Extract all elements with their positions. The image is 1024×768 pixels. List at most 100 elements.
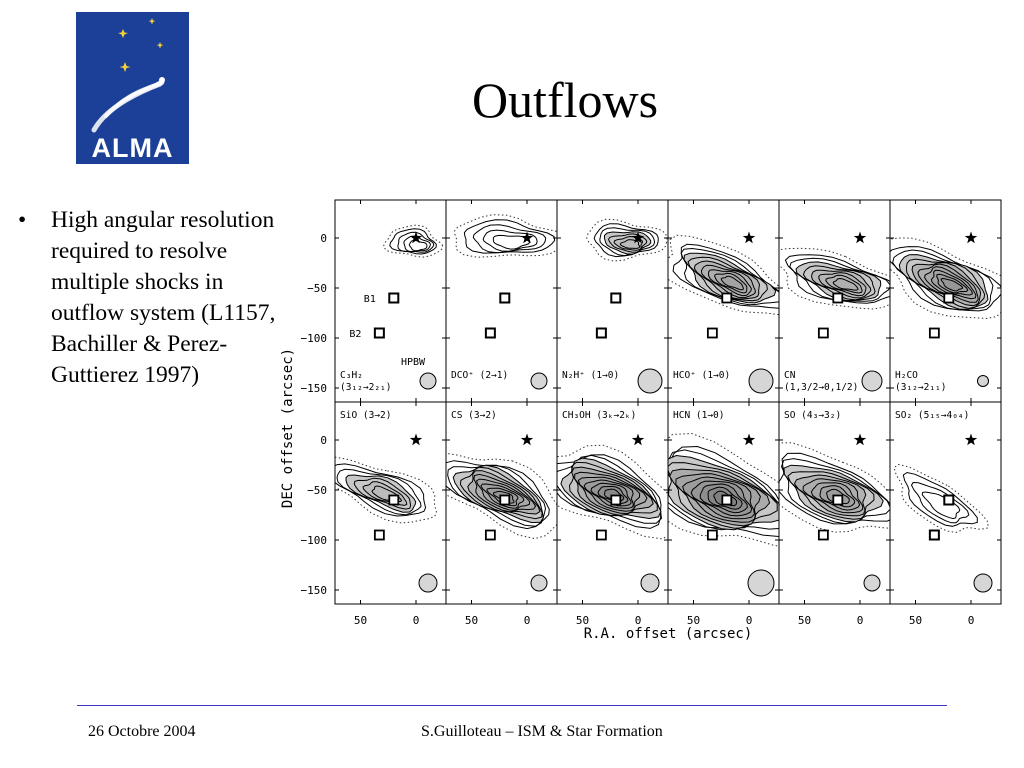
y-tick-label: −150 bbox=[301, 382, 328, 395]
shock-position-square bbox=[373, 327, 385, 339]
x-tick-label: 0 bbox=[857, 614, 864, 627]
x-tick-label: 0 bbox=[635, 614, 642, 627]
shock-position-square bbox=[484, 327, 496, 339]
panel-transition-label: (3₁₂→2₂₁) bbox=[340, 382, 391, 393]
shock-position-square bbox=[388, 495, 399, 505]
y-tick-label: 0 bbox=[320, 434, 327, 447]
beam-circle bbox=[861, 370, 883, 392]
x-tick-label: 50 bbox=[465, 614, 478, 627]
contour bbox=[459, 466, 543, 520]
source-label-b1: B1 bbox=[364, 294, 376, 305]
y-tick-label: −50 bbox=[307, 484, 327, 497]
beam-label: HPBW bbox=[401, 357, 426, 368]
map-panel: H₂CO (3₁₂→2₁₁) bbox=[889, 199, 1002, 403]
beam-circle bbox=[747, 569, 775, 597]
shock-position-square bbox=[818, 530, 829, 540]
shock-position-square bbox=[928, 529, 940, 541]
contour-dotted bbox=[890, 237, 1001, 319]
contour-dotted bbox=[453, 214, 557, 258]
contour bbox=[892, 249, 994, 311]
map-panel: N₂H⁺ (1→0) bbox=[556, 199, 669, 403]
shock-position-square bbox=[721, 293, 732, 303]
contour-dotted bbox=[779, 247, 890, 310]
y-axis-label: DEC offset (arcsec) bbox=[280, 348, 296, 508]
x-tick-label: 50 bbox=[798, 614, 811, 627]
shock-position-square bbox=[721, 292, 733, 304]
slide-title: Outflows bbox=[471, 72, 659, 128]
star-icon bbox=[409, 433, 423, 446]
y-tick-label: −100 bbox=[301, 332, 328, 345]
panel-label: SO₂ (5₁₅→4₀₄) bbox=[895, 410, 969, 421]
shock-position-square bbox=[707, 530, 718, 540]
panel-transition-label: (3₁₂→2₁₁) bbox=[895, 382, 946, 393]
shock-position-square bbox=[388, 494, 400, 506]
contour-dotted bbox=[446, 452, 557, 540]
beam-circle bbox=[530, 574, 548, 592]
contour bbox=[397, 231, 435, 253]
contour-dotted bbox=[893, 463, 989, 534]
contour bbox=[720, 275, 744, 291]
x-tick-label: 0 bbox=[968, 614, 975, 627]
shock-position-square bbox=[388, 292, 400, 304]
map-panel: SO (4₃→3₂) bbox=[778, 401, 891, 605]
y-tick-label: −100 bbox=[301, 534, 328, 547]
panel-label: SiO (3→2) bbox=[340, 410, 391, 421]
shock-position-square bbox=[818, 328, 829, 338]
map-panel: DCO⁺ (2→1) bbox=[445, 199, 558, 403]
contour-dotted bbox=[668, 432, 779, 547]
star-icon bbox=[964, 433, 978, 446]
contour-dotted bbox=[557, 444, 668, 540]
panel-label: HCN (1→0) bbox=[673, 410, 724, 421]
star-icon bbox=[742, 231, 756, 244]
map-panel: CS (3→2) bbox=[445, 401, 558, 605]
contour bbox=[780, 458, 890, 525]
star-icon bbox=[520, 433, 534, 446]
contour bbox=[568, 461, 658, 517]
map-panel: CH₃OH (3ₖ→2ₖ) bbox=[556, 401, 669, 605]
map-panel: HCO⁺ (1→0) bbox=[667, 199, 780, 403]
contour bbox=[940, 277, 964, 292]
shock-position-square bbox=[596, 530, 607, 540]
x-tick-label: 50 bbox=[909, 614, 922, 627]
shock-position-square bbox=[610, 495, 621, 505]
contour bbox=[408, 239, 428, 252]
x-tick-label: 0 bbox=[746, 614, 753, 627]
shock-position-square bbox=[706, 327, 718, 339]
contour-dotted bbox=[335, 456, 438, 524]
contour bbox=[389, 228, 437, 255]
shock-position-square bbox=[595, 529, 607, 541]
shock-position-square bbox=[484, 529, 496, 541]
shock-position-square bbox=[943, 292, 955, 304]
shock-position-square bbox=[499, 495, 510, 505]
shock-position-square bbox=[721, 495, 732, 505]
star-icon bbox=[631, 231, 645, 244]
contour-dotted bbox=[779, 442, 890, 533]
contour-dotted bbox=[668, 234, 779, 316]
contour bbox=[335, 463, 427, 517]
x-tick-label: 0 bbox=[524, 614, 531, 627]
shock-position-square bbox=[817, 327, 829, 339]
y-tick-label: −150 bbox=[301, 584, 328, 597]
shock-position-square bbox=[706, 529, 718, 541]
beam-circle bbox=[973, 573, 993, 593]
star-icon bbox=[964, 231, 978, 244]
bullet-marker: • bbox=[18, 207, 27, 233]
contour bbox=[492, 234, 531, 250]
contour bbox=[446, 460, 550, 530]
map-panel: HCN (1→0) bbox=[667, 401, 780, 605]
map-panel: C₃H₂ (3₁₂→2₂₁) B1 B2 HPBW bbox=[334, 199, 447, 403]
shock-position-square bbox=[707, 328, 718, 338]
star-icon bbox=[742, 433, 756, 446]
contour bbox=[668, 462, 778, 529]
bullet-text: High angular resolution required to reso… bbox=[51, 207, 276, 388]
beam-circle bbox=[640, 573, 660, 593]
beam-circle bbox=[637, 368, 663, 394]
contour bbox=[905, 258, 986, 309]
bullet-list: • High angular resolution required to re… bbox=[18, 205, 280, 391]
panel-label: HCO⁺ (1→0) bbox=[673, 370, 730, 381]
shock-position-square bbox=[373, 529, 385, 541]
beam-circle bbox=[418, 573, 438, 593]
map-panel: CN (1,3/2→0,1/2) bbox=[778, 199, 891, 403]
beam-circle bbox=[530, 372, 548, 390]
outflow-maps-figure: DEC offset (arcsec) R.A. offset (arcsec)… bbox=[278, 192, 1006, 649]
